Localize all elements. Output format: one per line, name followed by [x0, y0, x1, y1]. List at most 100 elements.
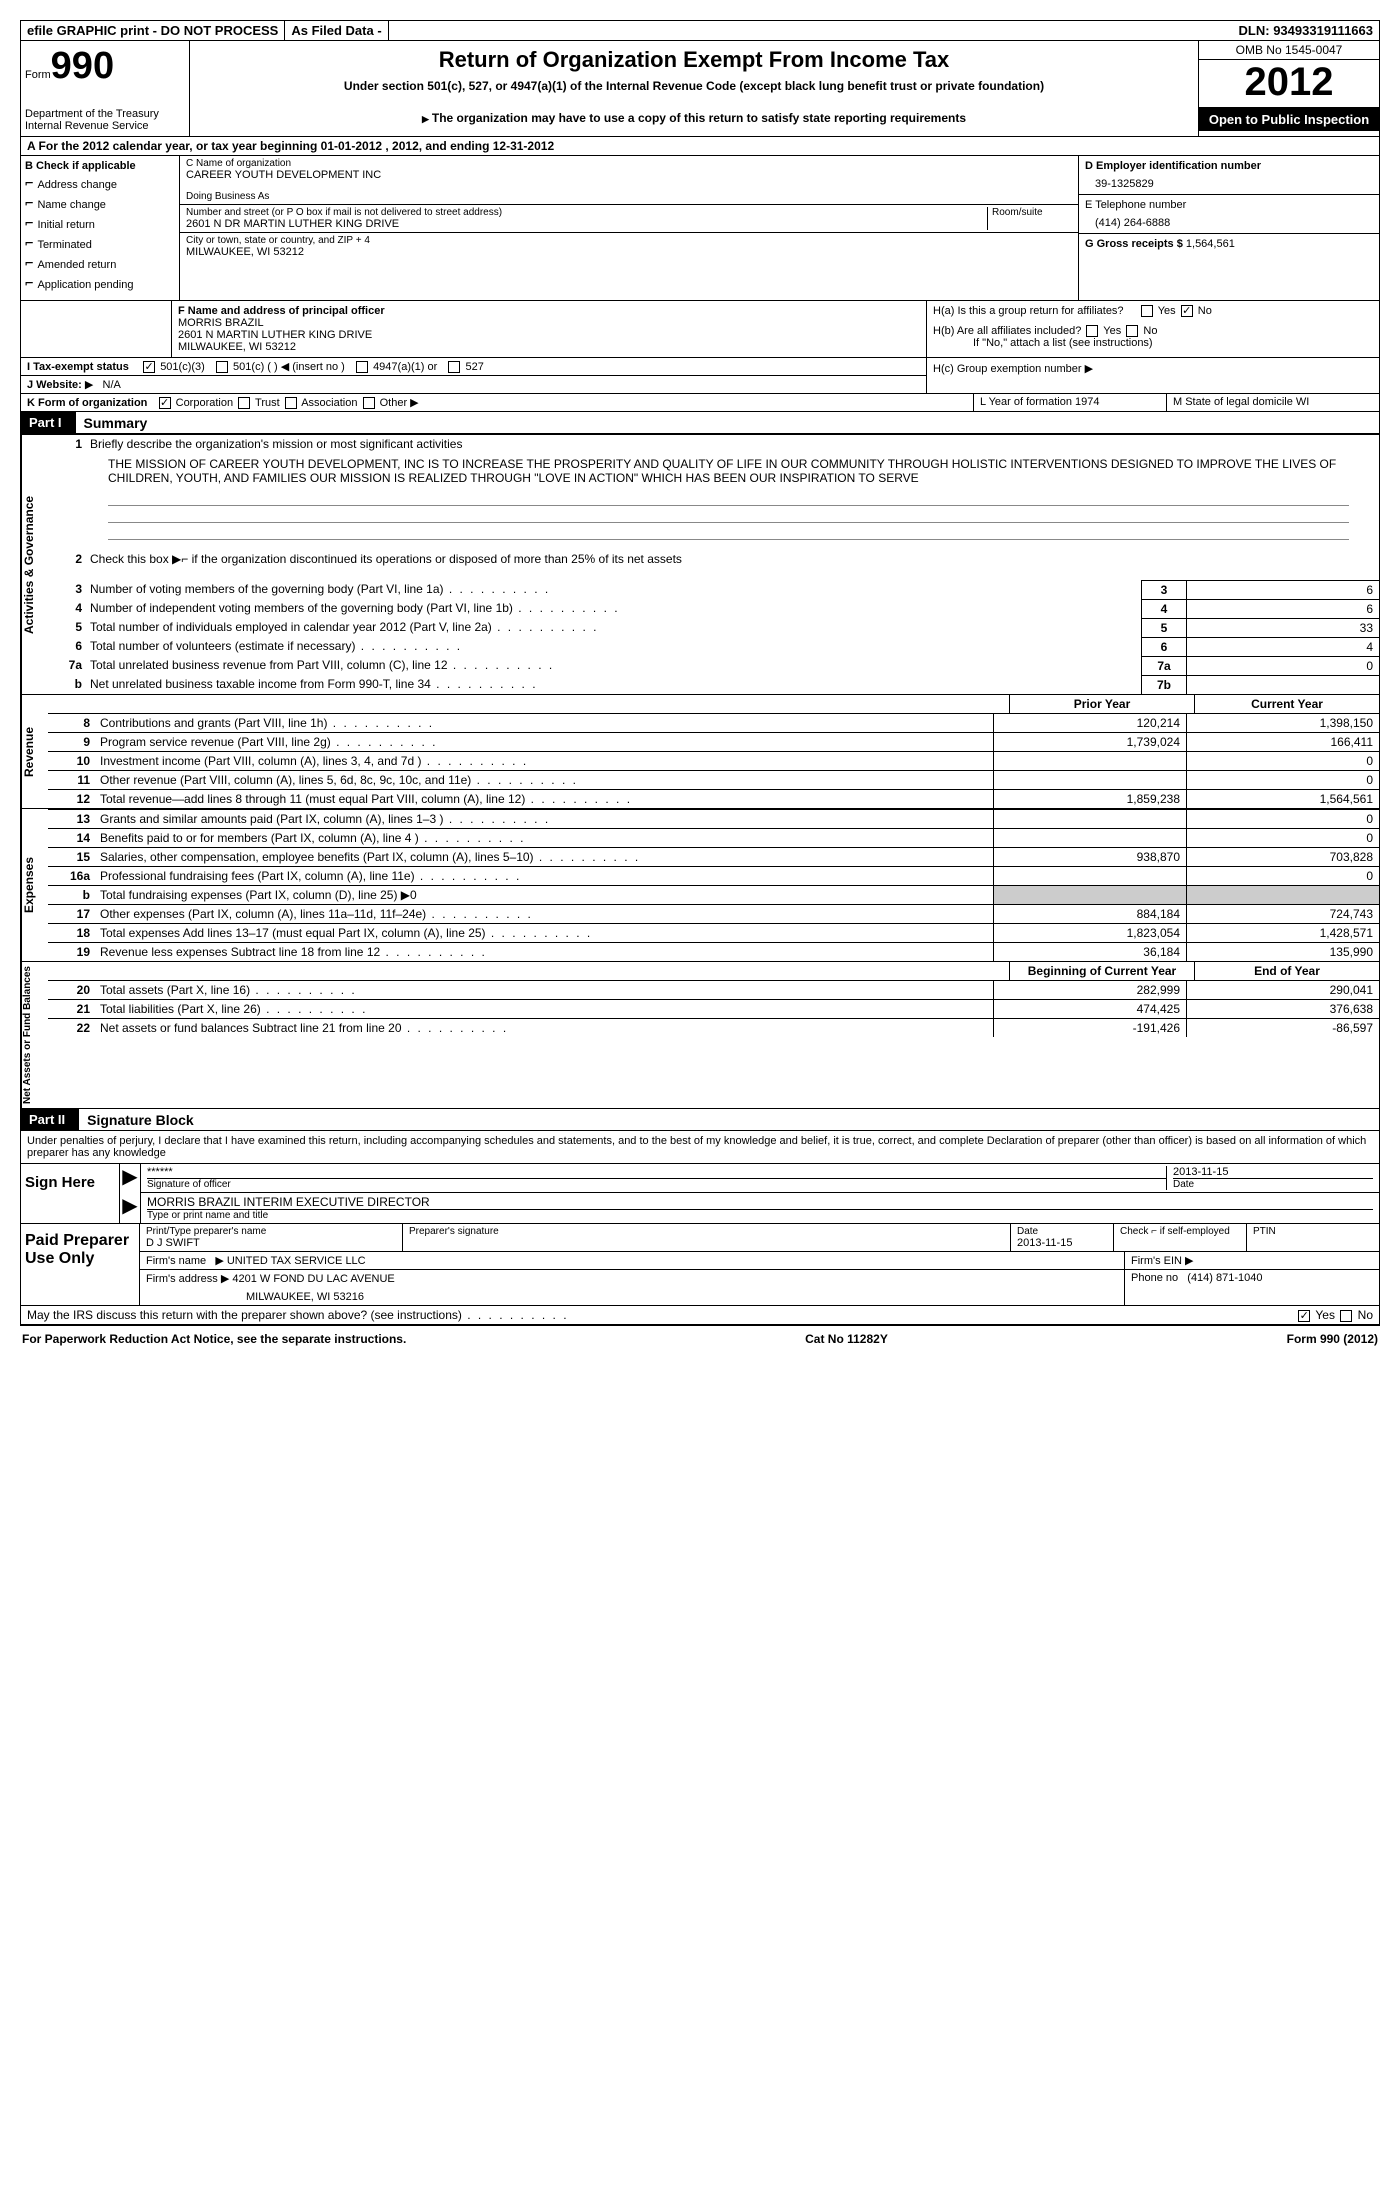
begin-year-header: Beginning of Current Year [1009, 962, 1194, 980]
officer-addr1: 2601 N MARTIN LUTHER KING DRIVE [178, 329, 920, 341]
table-row: 18Total expenses Add lines 13–17 (must e… [48, 923, 1379, 942]
table-row: 9Program service revenue (Part VIII, lin… [48, 732, 1379, 751]
h-b-note: If "No," attach a list (see instructions… [933, 337, 1373, 349]
side-governance: Activities & Governance [21, 435, 48, 694]
form-subtitle: Under section 501(c), 527, or 4947(a)(1)… [200, 79, 1188, 93]
part-2-title: Signature Block [79, 1112, 194, 1128]
ptin-label: PTIN [1247, 1224, 1379, 1251]
table-row: 16aProfessional fundraising fees (Part I… [48, 866, 1379, 885]
line-1-label: Briefly describe the organization's miss… [86, 435, 1379, 453]
officer-title: MORRIS BRAZIL INTERIM EXECUTIVE DIRECTOR [147, 1195, 1373, 1209]
b-label: B Check if applicable [25, 160, 175, 172]
firm-addr1: 4201 W FOND DU LAC AVENUE [232, 1273, 394, 1285]
form-header: Form990 Department of the Treasury Inter… [21, 41, 1379, 137]
discuss-row: May the IRS discuss this return with the… [21, 1305, 1379, 1325]
row-k-form-org: K Form of organization Corporation Trust… [21, 394, 1379, 412]
form-number: 990 [51, 45, 114, 87]
form-note: The organization may have to use a copy … [200, 111, 1188, 125]
phone-label: Phone no [1131, 1272, 1178, 1284]
side-revenue: Revenue [21, 695, 48, 808]
prep-name: D J SWIFT [146, 1237, 396, 1249]
row-i-tax-status: I Tax-exempt status 501(c)(3) 501(c) ( )… [21, 358, 926, 376]
table-row: 17Other expenses (Part IX, column (A), l… [48, 904, 1379, 923]
form-990-container: efile GRAPHIC print - DO NOT PROCESS As … [20, 20, 1380, 1326]
current-year-header: Current Year [1194, 695, 1379, 713]
header-info-grid: B Check if applicable Address change Nam… [21, 156, 1379, 301]
section-d-ein: D Employer identification number 39-1325… [1078, 156, 1379, 300]
part-1-label: Part I [21, 412, 76, 433]
footer: For Paperwork Reduction Act Notice, see … [20, 1326, 1380, 1346]
net-assets-section: Net Assets or Fund Balances Beginning of… [21, 961, 1379, 1108]
mission-statement: THE MISSION OF CAREER YOUTH DEVELOPMENT,… [48, 453, 1379, 489]
gross-value: 1,564,561 [1186, 238, 1235, 250]
h-b: H(b) Are all affiliates included? Yes No [933, 325, 1373, 337]
officer-addr2: MILWAUKEE, WI 53212 [178, 341, 920, 353]
dln: DLN: 93493319111663 [1233, 21, 1379, 40]
part-1-title: Summary [76, 415, 148, 431]
side-expenses: Expenses [21, 809, 48, 961]
table-row: 8Contributions and grants (Part VIII, li… [48, 713, 1379, 732]
line-6: Total number of volunteers (estimate if … [86, 637, 1141, 656]
sig-date-label: Date [1173, 1178, 1373, 1190]
cb-terminated[interactable]: Terminated [25, 236, 175, 252]
line-2: Check this box ▶⌐ if the organization di… [86, 550, 1379, 568]
gross-label: G Gross receipts $ [1085, 238, 1183, 250]
sign-here-label: Sign Here [21, 1164, 120, 1223]
cb-initial-return[interactable]: Initial return [25, 216, 175, 232]
table-row: 14Benefits paid to or for members (Part … [48, 828, 1379, 847]
officer-name: MORRIS BRAZIL [178, 317, 920, 329]
table-row: 11Other revenue (Part VIII, column (A), … [48, 770, 1379, 789]
form-title: Return of Organization Exempt From Incom… [200, 47, 1188, 73]
prep-name-label: Print/Type preparer's name [146, 1226, 396, 1237]
firm-addr-label: Firm's address [146, 1273, 218, 1285]
table-row: 10Investment income (Part VIII, column (… [48, 751, 1379, 770]
city-state-zip: MILWAUKEE, WI 53212 [186, 246, 1072, 258]
table-row: 22Net assets or fund balances Subtract l… [48, 1018, 1379, 1037]
street-address: 2601 N DR MARTIN LUTHER KING DRIVE [186, 218, 987, 230]
efile-notice: efile GRAPHIC print - DO NOT PROCESS [21, 21, 285, 40]
sign-here-block: Sign Here ▶ ****** Signature of officer … [21, 1163, 1379, 1223]
paid-preparer-block: Paid Preparer Use Only Print/Type prepar… [21, 1223, 1379, 1305]
dba-label: Doing Business As [186, 191, 1072, 202]
row-j-website: J Website: ▶ N/A [21, 376, 926, 393]
officer-label: F Name and address of principal officer [178, 305, 920, 317]
ein-label: D Employer identification number [1085, 160, 1373, 172]
revenue-section: Revenue Prior Year Current Year 8Contrib… [21, 694, 1379, 808]
line-7b: Net unrelated business taxable income fr… [86, 675, 1141, 694]
cb-amended[interactable]: Amended return [25, 256, 175, 272]
h-a: H(a) Is this a group return for affiliat… [933, 305, 1373, 317]
line-4: Number of independent voting members of … [86, 599, 1141, 618]
as-filed: As Filed Data - [285, 21, 388, 40]
cb-address-change[interactable]: Address change [25, 176, 175, 192]
sig-stars: ****** [147, 1166, 1166, 1178]
sig-date: 2013-11-15 [1173, 1166, 1373, 1178]
part-1-header: Part I Summary [21, 412, 1379, 434]
table-row: bTotal fundraising expenses (Part IX, co… [48, 885, 1379, 904]
org-name: CAREER YOUTH DEVELOPMENT INC [186, 169, 1072, 181]
part-2-header: Part II Signature Block [21, 1108, 1379, 1131]
paid-prep-label: Paid Preparer Use Only [21, 1224, 140, 1305]
cb-name-change[interactable]: Name change [25, 196, 175, 212]
room-label: Room/suite [992, 207, 1072, 218]
line-3: Number of voting members of the governin… [86, 580, 1141, 599]
expenses-section: Expenses 13Grants and similar amounts pa… [21, 808, 1379, 961]
cat-no: Cat No 11282Y [805, 1332, 888, 1346]
open-public: Open to Public Inspection [1199, 108, 1379, 131]
section-a-tax-year: A For the 2012 calendar year, or tax yea… [21, 137, 1379, 156]
table-row: 13Grants and similar amounts paid (Part … [48, 809, 1379, 828]
tax-year: 2012 [1199, 60, 1379, 108]
table-row: 19Revenue less expenses Subtract line 18… [48, 942, 1379, 961]
table-row: 21Total liabilities (Part X, line 26)474… [48, 999, 1379, 1018]
line-7a: Total unrelated business revenue from Pa… [86, 656, 1141, 675]
top-bar: efile GRAPHIC print - DO NOT PROCESS As … [21, 21, 1379, 41]
city-label: City or town, state or country, and ZIP … [186, 235, 1072, 246]
table-row: 20Total assets (Part X, line 16)282,9992… [48, 980, 1379, 999]
cb-pending[interactable]: Application pending [25, 276, 175, 292]
perjury-statement: Under penalties of perjury, I declare th… [21, 1131, 1379, 1163]
form-label: Form [25, 69, 51, 81]
paperwork-notice: For Paperwork Reduction Act Notice, see … [22, 1332, 406, 1346]
org-name-label: C Name of organization [186, 158, 1072, 169]
prior-year-header: Prior Year [1009, 695, 1194, 713]
officer-title-label: Type or print name and title [147, 1209, 1373, 1221]
firm-name-label: Firm's name [146, 1255, 206, 1267]
